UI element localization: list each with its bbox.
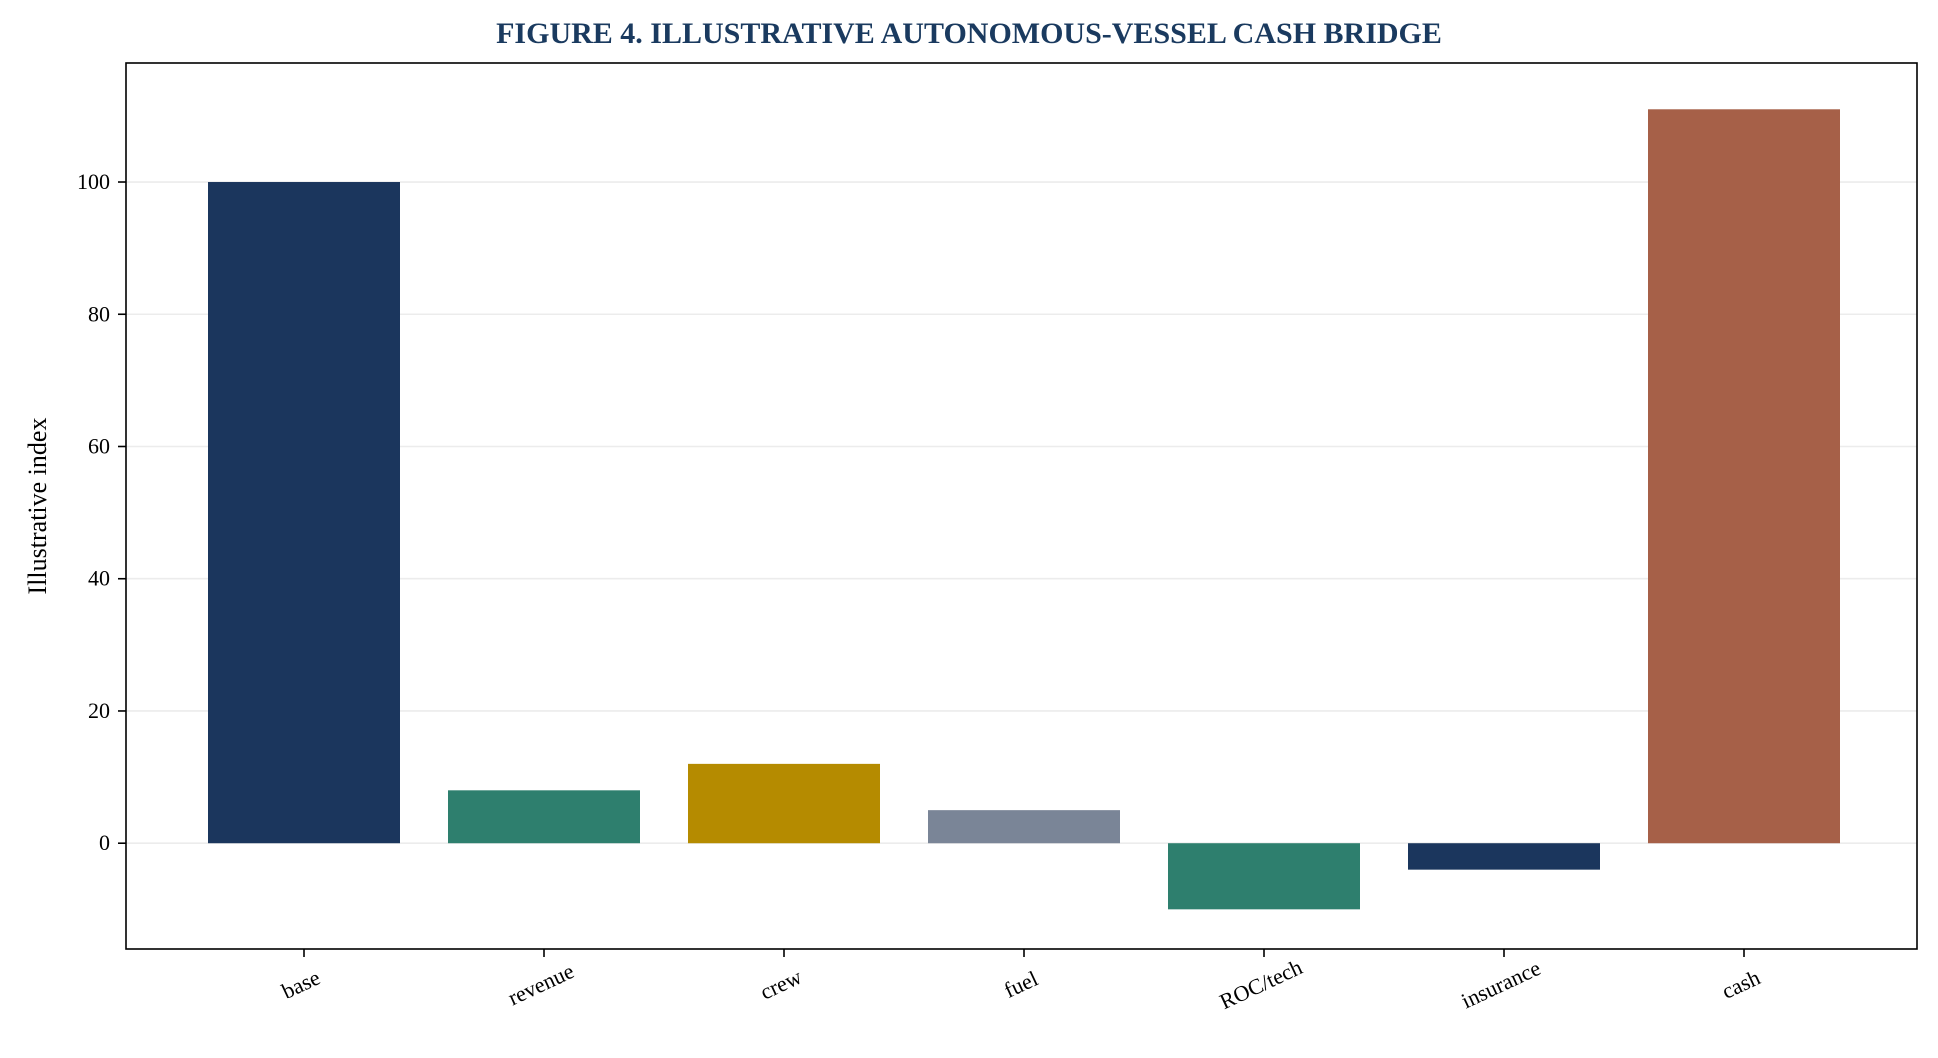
bar-fuel bbox=[928, 810, 1120, 844]
bar-roc-tech bbox=[1168, 843, 1360, 910]
x-tick-label: crew bbox=[756, 964, 805, 1005]
x-tick-label: revenue bbox=[504, 958, 578, 1010]
plot-frame bbox=[125, 62, 1918, 950]
grid-lines bbox=[126, 181, 1917, 845]
x-tick-label: insurance bbox=[1457, 955, 1544, 1013]
x-tick-label: cash bbox=[1718, 965, 1764, 1004]
x-tick-label: ROC/tech bbox=[1216, 954, 1306, 1014]
x-tick-label: fuel bbox=[1000, 966, 1042, 1003]
bar-base bbox=[208, 182, 400, 844]
bar-cash bbox=[1648, 109, 1840, 844]
bar-revenue bbox=[448, 790, 640, 844]
bar-insurance bbox=[1408, 843, 1600, 870]
y-tick-label: 20 bbox=[88, 698, 110, 723]
x-tick-label: base bbox=[278, 965, 324, 1004]
y-axis-ticks: 0 20 40 60 80 100 bbox=[77, 169, 126, 855]
bars bbox=[208, 109, 1840, 910]
y-tick-label: 60 bbox=[88, 433, 110, 458]
y-tick-label: 80 bbox=[88, 301, 110, 326]
y-tick-label: 40 bbox=[88, 566, 110, 591]
y-tick-label: 0 bbox=[99, 830, 110, 855]
y-tick-label: 100 bbox=[77, 169, 110, 194]
bar-crew bbox=[688, 763, 880, 844]
chart-title: FIGURE 4. ILLUSTRATIVE AUTONOMOUS-VESSEL… bbox=[496, 17, 1442, 50]
x-axis-ticks: base revenue crew fuel ROC/tech insurance cash bbox=[278, 949, 1764, 1014]
y-axis-label: Illustrative index bbox=[23, 418, 52, 595]
